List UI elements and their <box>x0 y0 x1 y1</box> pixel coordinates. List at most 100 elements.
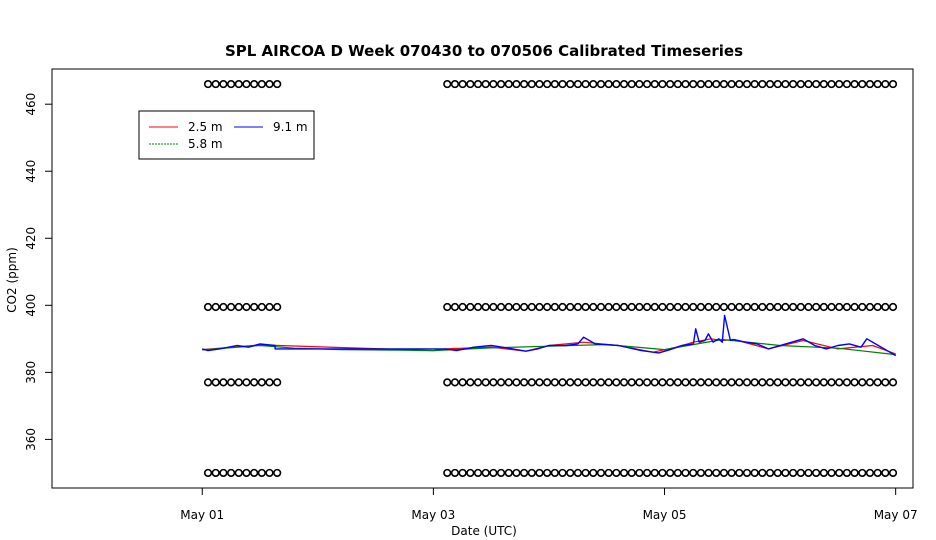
calibration-point <box>727 378 736 387</box>
calibration-point <box>689 302 698 312</box>
calibration-point <box>658 468 667 478</box>
calibration-point <box>566 468 575 478</box>
calibration-point <box>704 378 713 387</box>
calibration-point <box>443 79 452 89</box>
calibration-point <box>489 79 498 89</box>
calibration-point <box>234 468 243 478</box>
calibration-point <box>704 468 713 478</box>
calibration-point <box>635 378 644 387</box>
calibration-point <box>496 302 506 312</box>
calibration-point <box>635 468 644 478</box>
calibration-point <box>466 302 475 312</box>
calibration-point <box>596 378 606 387</box>
calibration-point <box>727 79 736 89</box>
calibration-point <box>612 378 621 387</box>
calibration-point <box>627 468 636 478</box>
x-tick-label: May 07 <box>874 508 918 522</box>
calibration-point <box>719 378 729 387</box>
calibration-point <box>812 79 821 89</box>
calibration-point <box>543 468 552 478</box>
calibration-point <box>604 79 613 89</box>
calibration-point <box>473 468 483 478</box>
calibration-point <box>788 302 798 312</box>
calibration-point <box>873 79 882 89</box>
calibration-point <box>696 468 705 478</box>
calibration-point <box>865 378 875 387</box>
calibration-point <box>250 468 259 478</box>
calibration-point <box>527 378 536 387</box>
calibration-point <box>273 79 282 89</box>
calibration-point <box>219 79 228 89</box>
calibration-point <box>550 302 559 312</box>
calibration-point <box>673 302 682 312</box>
calibration-point <box>581 302 590 312</box>
calibration-point <box>265 79 274 89</box>
calibration-point <box>589 468 598 478</box>
calibration-point <box>504 468 513 478</box>
calibration-point <box>250 378 259 387</box>
calibration-point <box>273 378 282 387</box>
calibration-point <box>219 302 228 312</box>
calibration-point <box>257 468 266 478</box>
calibration-point <box>496 468 506 478</box>
calibration-point <box>735 378 744 387</box>
calibration-point <box>850 79 859 89</box>
calibration-point <box>689 79 698 89</box>
y-tick-label: 380 <box>24 361 38 384</box>
x-axis-label: Date (UTC) <box>451 524 517 538</box>
calibration-point <box>219 468 228 478</box>
calibration-point <box>527 79 536 89</box>
calibration-point <box>681 302 690 312</box>
calibration-point <box>535 79 544 89</box>
calibration-point <box>504 79 513 89</box>
calibration-point <box>234 302 243 312</box>
calibration-point <box>589 378 598 387</box>
calibration-point <box>558 378 567 387</box>
plot-frame <box>51 68 914 489</box>
calibration-point <box>535 468 544 478</box>
y-tick-label: 460 <box>24 93 38 116</box>
calibration-point <box>658 79 667 89</box>
calibration-point <box>573 378 583 387</box>
calibration-point <box>681 468 690 478</box>
calibration-point <box>550 79 559 89</box>
calibration-point <box>765 378 775 387</box>
calibration-point <box>203 302 213 312</box>
y-tick-label: 420 <box>24 227 38 250</box>
chart-title: SPL AIRCOA D Week 070430 to 070506 Calib… <box>225 42 743 60</box>
calibration-point <box>873 468 882 478</box>
calibration-point <box>873 378 882 387</box>
calibration-point <box>719 468 729 478</box>
calibration-point <box>719 302 729 312</box>
calibration-point <box>496 378 506 387</box>
calibration-point <box>226 468 236 478</box>
calibration-point <box>858 79 867 89</box>
calibration-point <box>865 302 875 312</box>
calibration-point <box>573 468 583 478</box>
calibration-point <box>489 378 498 387</box>
calibration-point <box>827 302 836 312</box>
calibration-point <box>450 79 460 89</box>
calibration-point <box>265 378 274 387</box>
calibration-point <box>466 468 475 478</box>
calibration-point <box>596 302 606 312</box>
calibration-point <box>727 302 736 312</box>
calibration-point <box>773 468 782 478</box>
calibration-point <box>788 79 798 89</box>
calibration-point <box>827 468 836 478</box>
calibration-point <box>604 468 613 478</box>
calibration-point <box>242 79 251 89</box>
calibration-point <box>835 378 844 387</box>
calibration-point <box>742 302 752 312</box>
calibration-point <box>750 468 759 478</box>
calibration-point <box>627 302 636 312</box>
calibration-points <box>203 79 898 478</box>
calibration-point <box>458 302 467 312</box>
calibration-point <box>203 468 213 478</box>
calibration-point <box>666 378 675 387</box>
y-axis: 360 380 400 420 440 460 <box>24 93 52 451</box>
calibration-point <box>443 378 452 387</box>
calibration-point <box>219 378 228 387</box>
calibration-point <box>735 79 744 89</box>
legend-label-2-5m: 2.5 m <box>188 120 223 134</box>
